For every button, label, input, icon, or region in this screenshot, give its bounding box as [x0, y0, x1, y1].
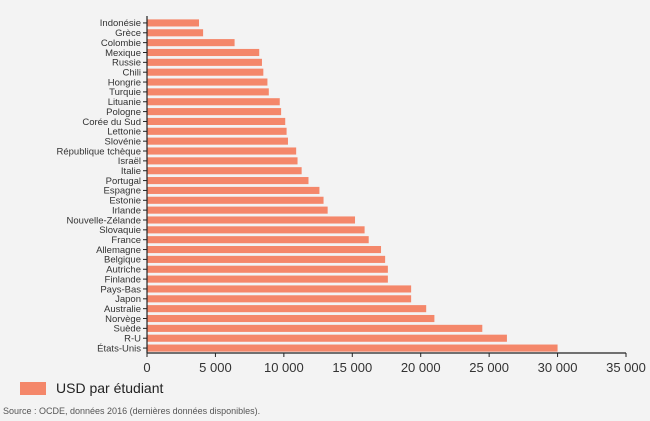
- bar: [147, 29, 204, 37]
- bar: [147, 147, 297, 155]
- legend-swatch: [20, 381, 46, 395]
- y-tick-label: Mexique: [105, 48, 141, 59]
- bar: [147, 78, 268, 86]
- y-tick-label: Slovaquie: [99, 225, 141, 236]
- y-tick-label: Norvège: [105, 314, 141, 325]
- bar: [147, 285, 412, 293]
- bar: [147, 167, 302, 175]
- y-tick-label: Suède: [114, 324, 141, 335]
- x-tick-label: 0: [143, 360, 150, 375]
- bar: [147, 226, 365, 234]
- y-tick-label: Pays-Bas: [100, 284, 141, 295]
- y-tick-label: Espagne: [103, 186, 141, 197]
- y-tick-label: Pologne: [106, 107, 141, 118]
- y-tick-label: Lettonie: [107, 127, 141, 138]
- x-tick-label: 15 000: [332, 360, 372, 375]
- bar: [147, 216, 356, 224]
- source-note: Source : OCDE, données 2016 (dernières d…: [3, 406, 261, 416]
- bar: [147, 177, 309, 185]
- y-tick-label: Japon: [115, 294, 141, 305]
- bar: [147, 108, 282, 116]
- y-tick-label: Finlande: [105, 274, 141, 285]
- bar: [147, 39, 235, 47]
- y-tick-label: Chili: [123, 67, 141, 78]
- bar: [147, 157, 298, 165]
- y-tick-label: France: [111, 235, 141, 246]
- bar: [147, 344, 558, 352]
- y-tick-label: Estonie: [109, 196, 141, 207]
- y-tick-label: Indonésie: [100, 18, 141, 29]
- bar: [147, 236, 369, 244]
- y-tick-label: Nouvelle-Zélande: [67, 215, 141, 226]
- y-tick-label: Lituanie: [108, 97, 141, 108]
- x-tick-label: 25 000: [469, 360, 509, 375]
- y-tick-label: Grèce: [115, 28, 141, 39]
- bar: [147, 196, 324, 204]
- bar: [147, 275, 388, 283]
- y-tick-label: Australie: [104, 304, 141, 315]
- bar: [147, 314, 435, 323]
- y-tick-label: Colombie: [101, 38, 141, 49]
- y-tick-label: Belgique: [104, 255, 141, 266]
- y-tick-label: Irlande: [112, 205, 141, 216]
- bar-chart: IndonésieGrèceColombieMexiqueRussieChili…: [56, 16, 646, 375]
- y-tick-label: Autriche: [106, 265, 141, 276]
- bar: [147, 117, 286, 125]
- y-tick-label: Israël: [118, 156, 141, 167]
- bar: [147, 48, 260, 57]
- y-tick-label: États-Unis: [97, 343, 141, 354]
- bar: [147, 265, 388, 273]
- bar: [147, 334, 507, 342]
- x-tick-label: 20 000: [401, 360, 441, 375]
- bar: [147, 98, 280, 106]
- y-tick-label: Portugal: [106, 176, 141, 187]
- bar: [147, 295, 412, 303]
- x-tick-label: 30 000: [538, 360, 578, 375]
- y-tick-label: République tchèque: [56, 146, 141, 157]
- y-tick-label: Italie: [121, 166, 141, 177]
- y-tick-label: Slovénie: [105, 136, 141, 147]
- bar: [147, 305, 427, 313]
- bar: [147, 68, 264, 76]
- bar: [147, 127, 287, 135]
- y-tick-label: Turquie: [109, 87, 141, 98]
- y-tick-label: R-U: [124, 334, 141, 345]
- bar: [147, 88, 269, 96]
- x-tick-label: 10 000: [264, 360, 304, 375]
- y-tick-label: Corée du Sud: [82, 117, 141, 128]
- bar: [147, 19, 200, 27]
- y-tick-label: Hongrie: [108, 77, 141, 88]
- bar: [147, 255, 386, 263]
- bar: [147, 206, 328, 214]
- legend: USD par étudiant: [20, 380, 163, 396]
- bar: [147, 246, 382, 254]
- bar: [147, 58, 262, 66]
- x-tick-label: 5 000: [199, 360, 232, 375]
- bar: [147, 186, 320, 194]
- bar: [147, 137, 288, 145]
- bar: [147, 324, 483, 332]
- y-tick-label: Allemagne: [96, 245, 141, 256]
- legend-label: USD par étudiant: [56, 380, 164, 396]
- x-tick-label: 35 000: [606, 360, 646, 375]
- y-tick-label: Russie: [112, 58, 141, 69]
